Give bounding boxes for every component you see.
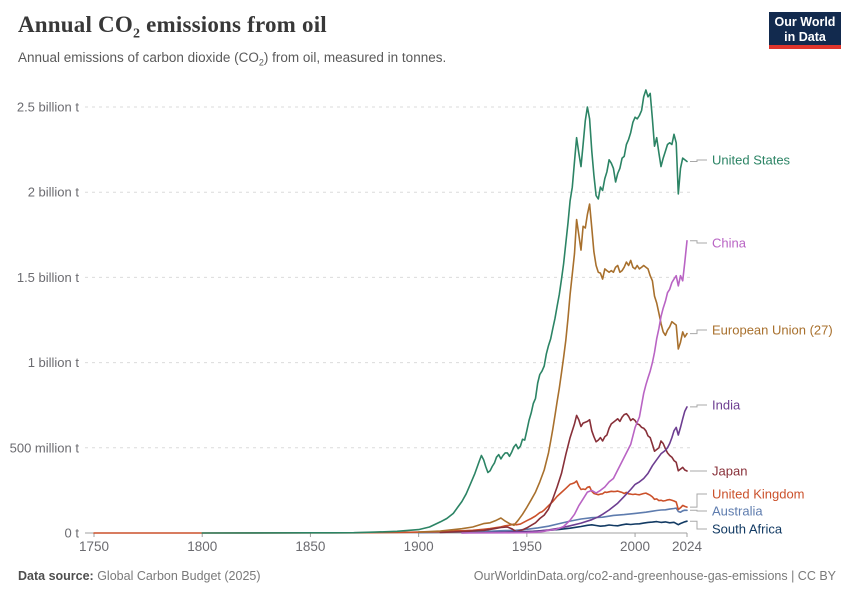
legend-connector-united-kingdom (690, 493, 707, 508)
legend-connector-united-states (690, 159, 707, 162)
page-title: Annual CO2 emissions from oil (18, 12, 327, 43)
line-japan[interactable] (439, 412, 688, 534)
gridlines: 0 t 500 million t 1 billion t 1.5 billion t… (10, 100, 690, 541)
legend-connector-china (690, 240, 707, 244)
title-subscript: 2 (132, 26, 141, 42)
subtitle-subscript: 2 (258, 57, 264, 68)
y-axis-tick-label: 2.5 billion t (17, 100, 80, 115)
legend-label-india[interactable]: India (712, 398, 741, 413)
subtitle-text: ) from oil, measured in tonnes. (263, 50, 447, 65)
owid-logo[interactable]: Our World in Data (769, 12, 841, 49)
legend-connector-australia (690, 509, 707, 512)
line-china[interactable] (461, 240, 688, 534)
chart-footer: Data source: Global Carbon Budget (2025)… (18, 569, 836, 583)
legend-label-china[interactable]: China (712, 236, 747, 251)
y-axis-tick-label: 1 billion t (28, 355, 80, 370)
legend-label-australia[interactable]: Australia (712, 504, 763, 519)
data-source: Data source: Global Carbon Budget (2025) (18, 569, 261, 583)
legend-label-south-africa[interactable]: South Africa (712, 522, 783, 537)
line-india[interactable] (482, 406, 688, 534)
license-link[interactable]: OurWorldinData.org/co2-and-greenhouse-ga… (473, 569, 836, 583)
legend-label-united-states[interactable]: United States (712, 153, 791, 168)
y-axis-tick-label: 2 billion t (28, 185, 80, 200)
y-axis-tick-label: 0 t (65, 526, 80, 541)
legend: United States China European Union (27) Ind… (690, 153, 833, 537)
title-text: emissions from oil (140, 12, 327, 37)
series-lines (93, 89, 688, 534)
legend-label-european-union-27[interactable]: European Union (27) (712, 323, 833, 338)
line-european-union-27[interactable] (417, 203, 688, 533)
legend-connector-european-union-27 (690, 329, 707, 335)
y-axis-tick-label: 500 million t (10, 440, 80, 455)
axes: 1750 1800 1850 1900 1950 2000 2024 (79, 532, 703, 554)
x-axis-tick-label: 1850 (295, 539, 325, 554)
x-axis-tick-label: 1900 (404, 539, 434, 554)
line-united-states[interactable] (201, 89, 688, 534)
legend-label-japan[interactable]: Japan (712, 464, 747, 479)
title-text: Annual CO (18, 12, 133, 37)
x-axis-tick-label: 1950 (512, 539, 542, 554)
data-source-value: Global Carbon Budget (2025) (93, 569, 261, 583)
owid-logo-line1: Our World (774, 15, 836, 29)
data-source-label: Data source: (18, 569, 94, 583)
legend-connector-south-africa (690, 520, 707, 530)
y-axis-tick-label: 1.5 billion t (17, 270, 80, 285)
owid-logo-line2: in Data (784, 30, 826, 44)
x-axis-tick-label: 1800 (187, 539, 217, 554)
legend-connector-india (690, 404, 707, 408)
x-axis-tick-label: 1750 (79, 539, 109, 554)
x-axis-tick-label: 2024 (672, 539, 703, 554)
subtitle-text: Annual emissions of carbon dioxide (CO (18, 50, 259, 65)
x-axis-tick-label: 2000 (620, 539, 650, 554)
legend-label-united-kingdom[interactable]: United Kingdom (712, 487, 805, 502)
chart-subtitle: Annual emissions of carbon dioxide (CO2)… (18, 50, 446, 68)
